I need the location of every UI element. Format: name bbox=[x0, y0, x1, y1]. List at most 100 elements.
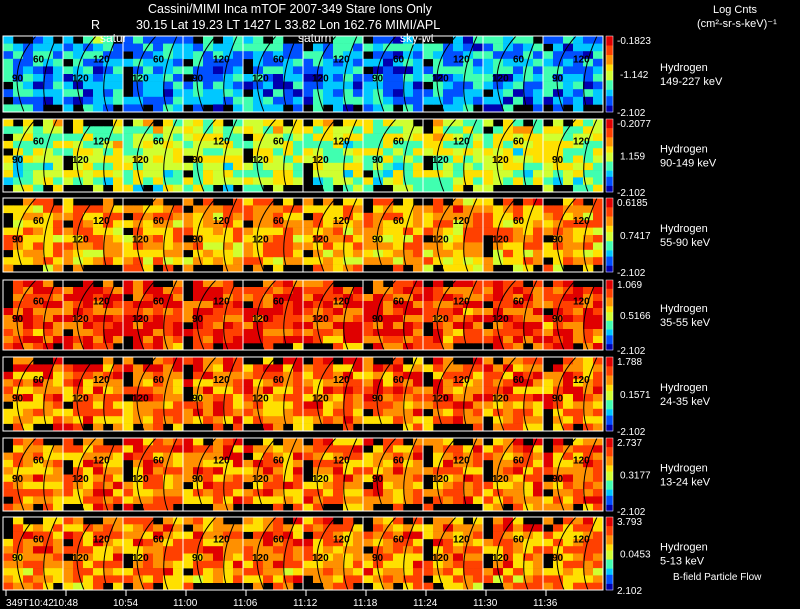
heat-cell bbox=[353, 371, 364, 380]
heat-cell bbox=[563, 133, 574, 142]
heat-cell bbox=[253, 198, 264, 206]
heat-cell bbox=[263, 155, 274, 164]
heat-cell bbox=[433, 74, 444, 82]
heat-cell bbox=[273, 170, 284, 178]
heat-cell bbox=[113, 235, 124, 243]
heat-cell bbox=[213, 220, 224, 228]
heat-cell bbox=[253, 235, 264, 243]
heat-cell bbox=[143, 531, 154, 540]
panel-3: 6090120120601201209060120120120609012012… bbox=[2, 197, 711, 279]
heat-cell bbox=[213, 538, 224, 547]
contour-line bbox=[496, 356, 517, 432]
colorbar-cell bbox=[606, 42, 613, 46]
heat-cell bbox=[63, 423, 74, 432]
heat-cell bbox=[263, 315, 274, 323]
heat-cell bbox=[553, 560, 564, 569]
heat-cell bbox=[133, 81, 144, 90]
heat-cell bbox=[313, 481, 324, 490]
heat-cell bbox=[53, 51, 64, 60]
heat-cell bbox=[213, 257, 224, 265]
heat-cell bbox=[443, 43, 454, 52]
heat-cell bbox=[503, 89, 514, 98]
heat-cell bbox=[143, 538, 154, 547]
heat-cell bbox=[553, 205, 564, 214]
heat-cell bbox=[203, 416, 214, 424]
heat-cell bbox=[223, 227, 234, 236]
heat-cell bbox=[383, 81, 394, 90]
heat-cell bbox=[563, 58, 574, 67]
heat-cell bbox=[13, 220, 24, 228]
heat-cell bbox=[513, 322, 524, 330]
heat-cell bbox=[563, 379, 574, 387]
heat-cell bbox=[503, 445, 514, 453]
heat-cell bbox=[243, 553, 254, 562]
heat-cell bbox=[433, 379, 444, 387]
heat-cell bbox=[493, 235, 504, 243]
heat-cell bbox=[433, 242, 444, 251]
heat-cell bbox=[393, 364, 404, 373]
heat-cell bbox=[143, 58, 154, 67]
heat-cell bbox=[273, 408, 284, 417]
heat-cell bbox=[503, 119, 514, 127]
heat-cell bbox=[273, 126, 284, 134]
colorbar-min: -2.102 bbox=[617, 507, 646, 518]
heat-cell bbox=[123, 401, 134, 410]
heat-cell bbox=[343, 343, 354, 351]
heat-cell bbox=[223, 133, 234, 142]
heat-cell bbox=[273, 249, 284, 258]
contour-line bbox=[43, 279, 58, 351]
heat-cell bbox=[183, 459, 194, 468]
heat-cell bbox=[493, 481, 504, 490]
heat-cell bbox=[203, 155, 214, 164]
heat-cell bbox=[513, 280, 524, 288]
heat-cell bbox=[13, 459, 24, 468]
heat-cell bbox=[373, 538, 384, 547]
heat-cell bbox=[393, 43, 404, 52]
heat-cell bbox=[353, 445, 364, 453]
heat-cell bbox=[23, 294, 34, 302]
heat-cell bbox=[123, 162, 134, 171]
heat-cell bbox=[333, 81, 344, 90]
heat-cell bbox=[403, 582, 414, 591]
heat-cell bbox=[163, 401, 174, 410]
heat-cell bbox=[263, 242, 274, 251]
heat-cell bbox=[303, 74, 314, 82]
heat-cell bbox=[133, 104, 144, 113]
heat-cell bbox=[513, 459, 524, 468]
contour-line bbox=[403, 35, 418, 113]
heat-cell bbox=[393, 162, 404, 171]
contour-line bbox=[196, 35, 217, 113]
heat-cell bbox=[3, 474, 14, 483]
heat-cell bbox=[323, 438, 334, 446]
contour-line bbox=[463, 437, 478, 512]
heat-cell bbox=[123, 133, 134, 142]
heat-cell bbox=[203, 517, 214, 525]
heat-cell bbox=[23, 560, 34, 569]
heat-cell bbox=[283, 336, 294, 344]
heat-cell bbox=[33, 408, 44, 417]
heat-cell bbox=[223, 287, 234, 295]
heat-cell bbox=[563, 553, 574, 562]
heat-cell bbox=[43, 496, 54, 504]
heat-cell bbox=[333, 43, 344, 52]
heat-cell bbox=[53, 496, 64, 504]
heat-cell bbox=[313, 280, 324, 288]
heat-cell bbox=[93, 582, 104, 591]
colorbar-cell bbox=[606, 315, 613, 319]
heat-cell bbox=[353, 205, 364, 214]
heat-cell bbox=[273, 205, 284, 214]
heat-cell bbox=[293, 155, 304, 164]
heat-cell bbox=[333, 315, 344, 323]
heat-cell bbox=[403, 287, 414, 295]
heat-cell bbox=[73, 343, 84, 351]
heat-cell bbox=[263, 357, 274, 365]
heat-cell bbox=[63, 51, 74, 60]
colorbar-cell bbox=[606, 93, 613, 97]
contour-label: 120 bbox=[132, 155, 149, 166]
heat-cell bbox=[543, 517, 554, 525]
contour-label: 120 bbox=[453, 216, 470, 227]
heat-cell bbox=[583, 264, 594, 273]
heat-cell bbox=[103, 364, 114, 373]
heat-cell bbox=[83, 538, 94, 547]
heat-cell bbox=[593, 575, 604, 583]
